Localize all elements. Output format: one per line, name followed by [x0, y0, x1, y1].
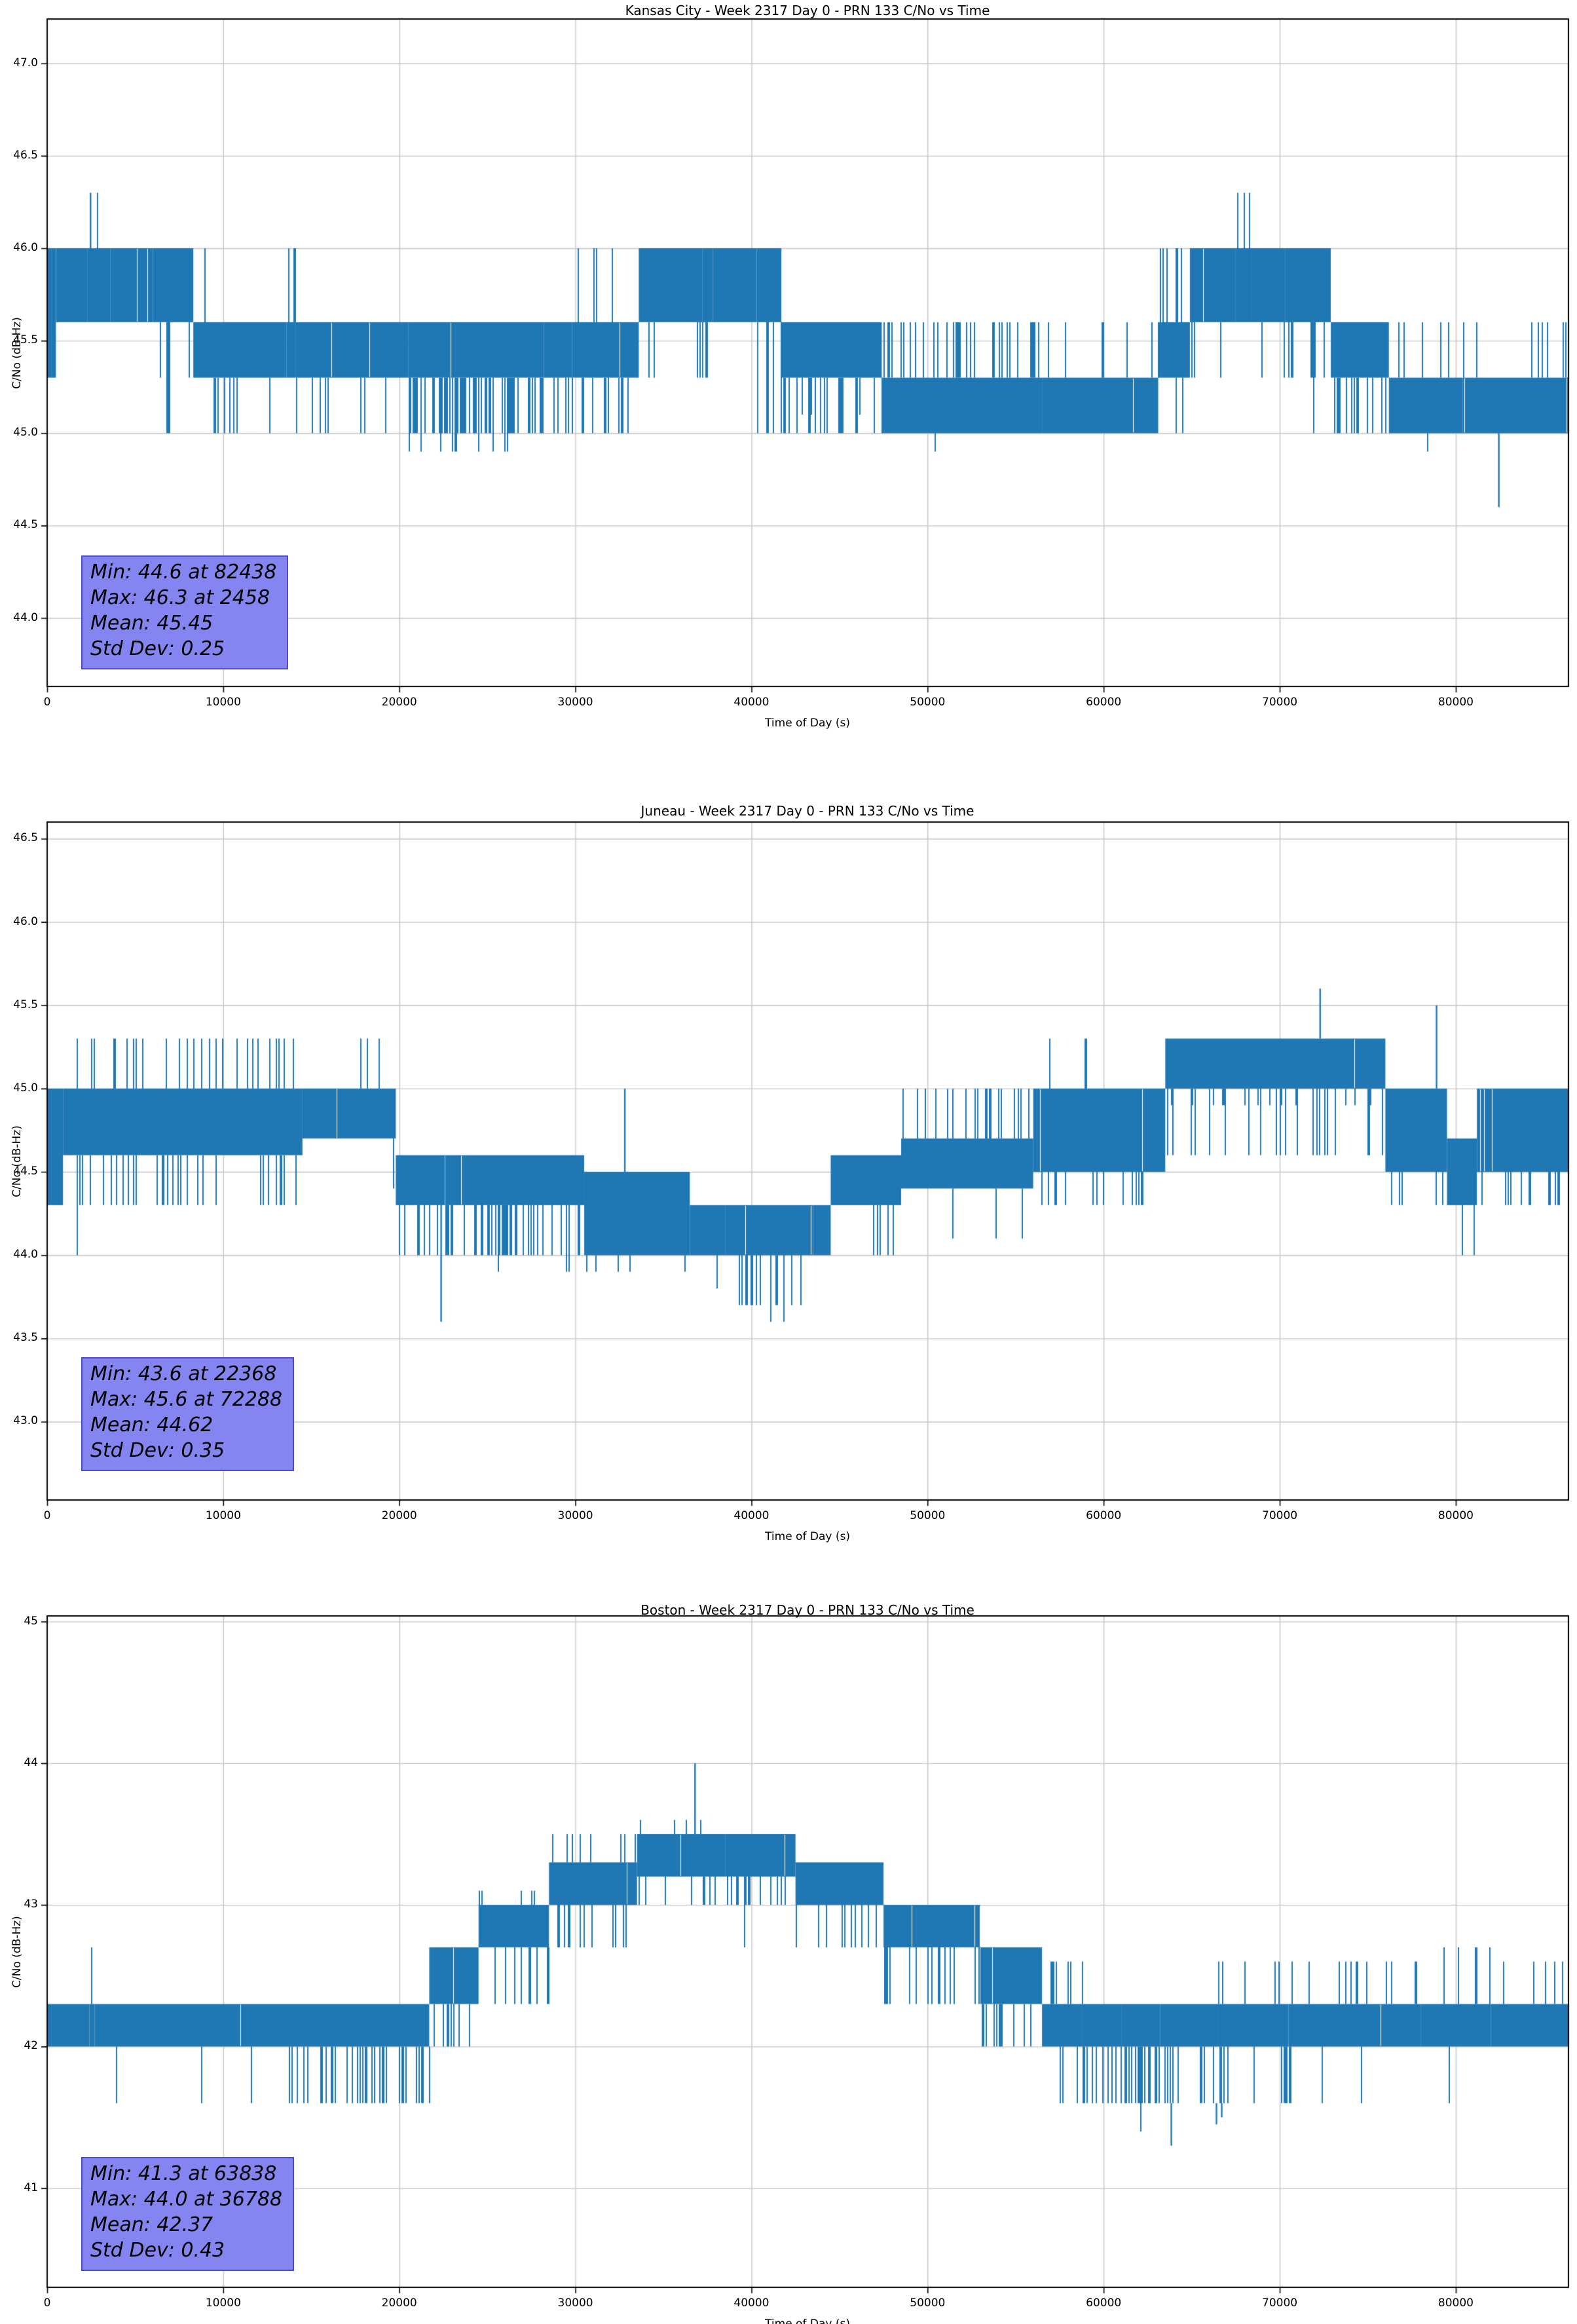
- x-axis-label: Time of Day (s): [765, 2317, 850, 2324]
- x-tick-label: 20000: [381, 1509, 417, 1522]
- x-tick-label: 80000: [1438, 696, 1474, 709]
- x-tick-label: 60000: [1086, 1509, 1122, 1522]
- stats-mean: Mean: 42.37: [90, 2213, 213, 2236]
- stats-stddev: Std Dev: 0.35: [90, 1439, 225, 1462]
- y-tick-label: 45.5: [13, 333, 38, 347]
- y-tick-label: 41: [24, 2181, 38, 2194]
- x-tick-label: 80000: [1438, 1509, 1474, 1522]
- stats-box: Min: 41.3 at 63838 Max: 44.0 at 36788 Me…: [81, 2157, 295, 2271]
- x-tick-label: 50000: [910, 2296, 946, 2310]
- y-tick-label: 44.0: [13, 1248, 38, 1262]
- x-tick-label: 70000: [1262, 1509, 1298, 1522]
- y-tick-label: 46.0: [13, 914, 38, 928]
- chart-title: Boston - Week 2317 Day 0 - PRN 133 C/No …: [640, 1602, 974, 1618]
- x-tick-label: 20000: [381, 696, 417, 709]
- x-tick-label: 50000: [910, 696, 946, 709]
- x-tick-label: 10000: [205, 696, 241, 709]
- stats-stddev: Std Dev: 0.43: [90, 2239, 225, 2262]
- y-tick-label: 44: [24, 1755, 38, 1769]
- y-tick-label: 44.0: [13, 610, 38, 624]
- x-tick-label: 30000: [557, 696, 593, 709]
- y-tick-label: 44.5: [13, 1165, 38, 1178]
- y-tick-label: 45: [24, 1614, 38, 1628]
- x-tick-label: 0: [43, 696, 51, 709]
- chart-title: Kansas City - Week 2317 Day 0 - PRN 133 …: [625, 3, 990, 18]
- x-axis-label: Time of Day (s): [765, 1530, 850, 1543]
- stats-max: Max: 44.0 at 36788: [90, 2188, 283, 2211]
- x-tick-label: 20000: [381, 2296, 417, 2310]
- y-tick-label: 45.5: [13, 998, 38, 1011]
- y-tick-label: 47.0: [13, 56, 38, 69]
- stats-box: Min: 43.6 at 22368 Max: 45.6 at 72288 Me…: [81, 1357, 295, 1471]
- y-tick-label: 46.5: [13, 831, 38, 845]
- y-axis-label: C/No (dB-Hz): [10, 1125, 24, 1197]
- stats-box: Min: 44.6 at 82438 Max: 46.3 at 2458 Mea…: [81, 555, 289, 669]
- x-tick-label: 10000: [205, 2296, 241, 2310]
- x-tick-label: 10000: [205, 1509, 241, 1522]
- y-tick-label: 45.0: [13, 1081, 38, 1095]
- x-tick-label: 0: [43, 2296, 51, 2310]
- stats-stddev: Std Dev: 0.25: [90, 637, 225, 660]
- x-tick-label: 60000: [1086, 2296, 1122, 2310]
- x-tick-label: 70000: [1262, 696, 1298, 709]
- chart-title: Juneau - Week 2317 Day 0 - PRN 133 C/No …: [640, 803, 974, 819]
- y-axis-label: C/No (dB-Hz): [10, 1915, 24, 1988]
- y-tick-label: 45.0: [13, 426, 38, 440]
- y-tick-label: 46.5: [13, 148, 38, 162]
- x-tick-label: 0: [43, 1509, 51, 1522]
- x-tick-label: 40000: [733, 696, 770, 709]
- chart-boston: Boston - Week 2317 Day 0 - PRN 133 C/No …: [0, 1579, 1577, 2324]
- x-tick-label: 60000: [1086, 696, 1122, 709]
- stats-min: Min: 44.6 at 82438: [90, 561, 277, 584]
- chart-kansas-city: Kansas City - Week 2317 Day 0 - PRN 133 …: [0, 0, 1577, 747]
- stats-max: Max: 45.6 at 72288: [90, 1388, 283, 1411]
- x-tick-label: 80000: [1438, 2296, 1474, 2310]
- y-tick-label: 46.0: [13, 241, 38, 255]
- x-tick-label: 40000: [733, 2296, 770, 2310]
- stats-min: Min: 41.3 at 63838: [90, 2162, 277, 2185]
- stats-mean: Mean: 44.62: [90, 1414, 213, 1436]
- x-tick-label: 70000: [1262, 2296, 1298, 2310]
- stats-max: Max: 46.3 at 2458: [90, 586, 270, 609]
- x-tick-label: 30000: [557, 1509, 593, 1522]
- stats-min: Min: 43.6 at 22368: [90, 1362, 277, 1385]
- stats-mean: Mean: 45.45: [90, 612, 213, 635]
- y-tick-label: 43: [24, 1898, 38, 1911]
- y-tick-label: 43.5: [13, 1331, 38, 1345]
- y-tick-label: 43.0: [13, 1414, 38, 1428]
- x-tick-label: 40000: [733, 1509, 770, 1522]
- y-tick-label: 42: [24, 2039, 38, 2053]
- x-tick-label: 50000: [910, 1509, 946, 1522]
- y-tick-label: 44.5: [13, 518, 38, 532]
- x-tick-label: 30000: [557, 2296, 593, 2310]
- y-axis-label: C/No (dB-Hz): [10, 316, 24, 389]
- chart-juneau: Juneau - Week 2317 Day 0 - PRN 133 C/No …: [0, 779, 1577, 1546]
- x-axis-label: Time of Day (s): [765, 717, 850, 730]
